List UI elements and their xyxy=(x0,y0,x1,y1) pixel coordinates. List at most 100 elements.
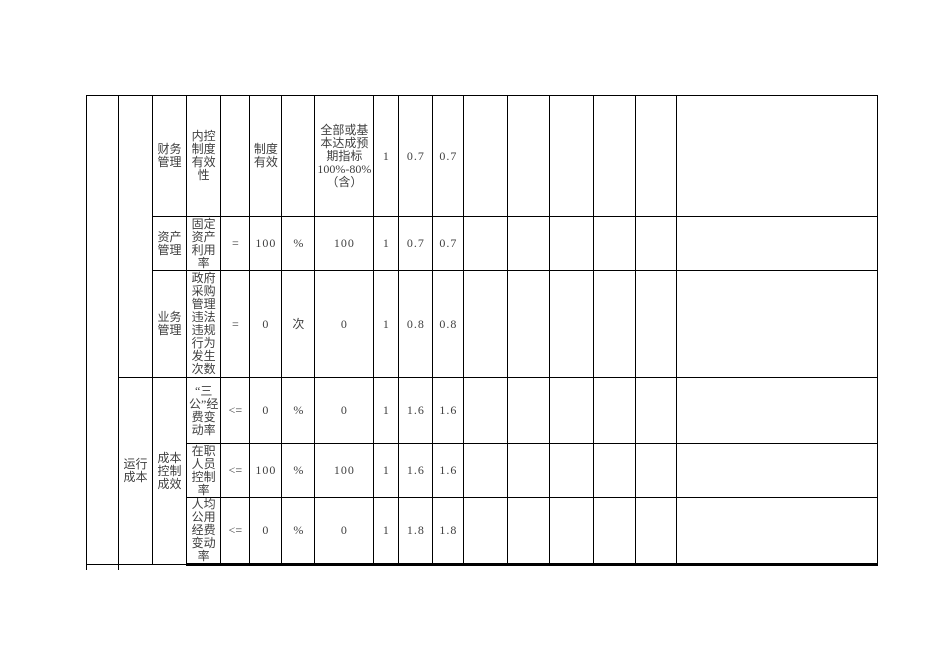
empty-cell xyxy=(549,443,595,498)
indicator-cell: 在职人员控制率 xyxy=(185,443,222,498)
empty-cell xyxy=(593,443,637,498)
unit-cell: % xyxy=(281,443,316,498)
target-cell: 100 xyxy=(314,443,375,498)
empty-cell xyxy=(463,497,509,566)
unit-cell xyxy=(281,95,316,217)
empty-cell xyxy=(507,95,551,217)
target-cell: 100 xyxy=(314,216,375,271)
empty-cell xyxy=(635,216,678,271)
indicator-cell: 内控制度有效性 xyxy=(185,95,222,217)
wide-empty-cell xyxy=(676,95,879,217)
performance-indicator-table: 财务管理 内控制度有效性 制度有效 全部或基本达成预期指标100%-80%（含）… xyxy=(86,95,879,566)
empty-cell xyxy=(463,377,509,444)
operator-cell: = xyxy=(220,270,251,378)
empty-cell xyxy=(549,497,595,566)
table-row: 人均公用经费变动率 <= 0 % 0 1 1.8 1.8 xyxy=(87,497,879,566)
empty-cell xyxy=(507,497,551,566)
category-cell-finance-mgmt: 财务管理 xyxy=(152,95,187,217)
score-b-cell: 1.6 xyxy=(432,443,465,498)
table-continuation-line xyxy=(118,563,119,570)
score-a-cell: 1.6 xyxy=(398,443,434,498)
table-continuation-line xyxy=(86,563,87,570)
empty-cell xyxy=(635,377,678,444)
value-cell: 0 xyxy=(249,270,283,378)
category-cell-business-mgmt: 业务管理 xyxy=(152,270,187,378)
score-a-cell: 0.8 xyxy=(398,270,434,378)
unit-cell: % xyxy=(281,377,316,444)
target-cell: 0 xyxy=(314,497,375,566)
value-cell: 制度有效 xyxy=(249,95,283,217)
indicator-cell: “三公”经费变动率 xyxy=(185,377,222,444)
target-cell: 0 xyxy=(314,270,375,378)
wide-empty-cell xyxy=(676,443,879,498)
weight-cell: 1 xyxy=(373,443,400,498)
value-cell: 0 xyxy=(249,497,283,566)
empty-cell xyxy=(635,270,678,378)
score-b-cell: 0.8 xyxy=(432,270,465,378)
indicator-cell: 人均公用经费变动率 xyxy=(185,497,222,566)
empty-cell xyxy=(507,216,551,271)
unit-cell: % xyxy=(281,497,316,566)
table-row: 财务管理 内控制度有效性 制度有效 全部或基本达成预期指标100%-80%（含）… xyxy=(86,95,879,565)
empty-cell xyxy=(593,270,637,378)
operator-cell: <= xyxy=(220,497,251,566)
empty-cell xyxy=(635,95,678,217)
value-cell: 0 xyxy=(249,377,283,444)
outer-left-cell xyxy=(86,95,119,565)
value-cell: 100 xyxy=(249,443,283,498)
unit-cell: % xyxy=(281,216,316,271)
score-a-cell: 1.6 xyxy=(398,377,434,444)
empty-cell xyxy=(463,216,509,271)
score-b-cell: 0.7 xyxy=(432,216,465,271)
operator-cell xyxy=(220,95,251,217)
indicator-cell: 固定资产利用率 xyxy=(185,216,222,271)
empty-cell xyxy=(593,216,637,271)
table-row: 在职人员控制率 <= 100 % 100 1 1.6 1.6 xyxy=(87,443,879,498)
section-cell-operating-cost: 运行成本 xyxy=(118,377,153,565)
empty-cell xyxy=(635,497,678,566)
value-cell: 100 xyxy=(249,216,283,271)
score-a-cell: 0.7 xyxy=(398,95,434,217)
operator-cell: <= xyxy=(220,377,251,444)
empty-cell xyxy=(549,216,595,271)
empty-cell xyxy=(549,377,595,444)
weight-cell: 1 xyxy=(373,497,400,566)
weight-cell: 1 xyxy=(373,377,400,444)
target-cell: 0 xyxy=(314,377,375,444)
empty-cell xyxy=(463,95,509,217)
table-row: 业务管理 政府采购管理违法违规行为发生次数 = 0 次 0 1 0.8 0.8 xyxy=(87,270,879,378)
empty-cell xyxy=(507,270,551,378)
empty-cell xyxy=(507,443,551,498)
section-cell-upper xyxy=(118,95,153,378)
empty-cell xyxy=(635,443,678,498)
wide-empty-cell xyxy=(676,497,879,566)
target-cell: 全部或基本达成预期指标100%-80%（含） xyxy=(314,95,375,217)
empty-cell xyxy=(549,95,595,217)
table-row: 资产管理 固定资产利用率 = 100 % 100 1 0.7 0.7 xyxy=(87,216,879,271)
unit-cell: 次 xyxy=(281,270,316,378)
indicator-cell: 政府采购管理违法违规行为发生次数 xyxy=(185,270,222,378)
score-b-cell: 1.6 xyxy=(432,377,465,444)
wide-empty-cell xyxy=(676,377,879,444)
wide-empty-cell xyxy=(676,216,879,271)
score-a-cell: 1.8 xyxy=(398,497,434,566)
score-b-cell: 1.8 xyxy=(432,497,465,566)
empty-cell xyxy=(507,377,551,444)
operator-cell: <= xyxy=(220,443,251,498)
empty-cell xyxy=(593,377,637,444)
score-a-cell: 0.7 xyxy=(398,216,434,271)
weight-cell: 1 xyxy=(373,216,400,271)
empty-cell xyxy=(463,443,509,498)
category-cell-asset-mgmt: 资产管理 xyxy=(152,216,187,271)
empty-cell xyxy=(549,270,595,378)
empty-cell xyxy=(593,497,637,566)
weight-cell: 1 xyxy=(373,95,400,217)
empty-cell xyxy=(463,270,509,378)
table-row: 运行成本 成本控制成效 “三公”经费变动率 <= 0 % 0 1 1.6 1.6 xyxy=(87,377,879,565)
operator-cell: = xyxy=(220,216,251,271)
weight-cell: 1 xyxy=(373,270,400,378)
category-cell-cost-control: 成本控制成效 xyxy=(152,377,187,565)
score-b-cell: 0.7 xyxy=(432,95,465,217)
wide-empty-cell xyxy=(676,270,879,378)
